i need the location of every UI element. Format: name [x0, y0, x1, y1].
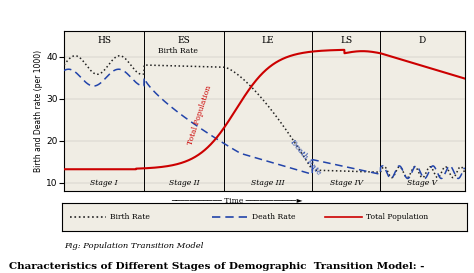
Text: Stage V: Stage V [407, 179, 438, 187]
Text: Characteristics of Different Stages of Demographic  Transition Model: -: Characteristics of Different Stages of D… [9, 262, 425, 271]
Text: LE: LE [262, 35, 274, 44]
Text: Total Population: Total Population [186, 85, 213, 146]
Text: Birth Rate: Birth Rate [158, 46, 198, 55]
Text: HS: HS [97, 35, 111, 44]
Text: LS: LS [340, 35, 353, 44]
Text: Stage II: Stage II [169, 179, 200, 187]
Text: ─────────── Time ───────────►: ─────────── Time ───────────► [171, 197, 303, 205]
Text: Stage I: Stage I [90, 179, 118, 187]
Text: Total Population: Total Population [365, 213, 428, 221]
Text: Fig: Population Transition Model: Fig: Population Transition Model [64, 242, 203, 250]
Text: ES: ES [178, 35, 191, 44]
Text: Birth Rate: Birth Rate [110, 213, 150, 221]
Text: Death Rate: Death Rate [252, 213, 296, 221]
Text: Stage III: Stage III [251, 179, 285, 187]
Text: D: D [419, 35, 426, 44]
Y-axis label: Birth and Death rate (per 1000): Birth and Death rate (per 1000) [35, 50, 44, 172]
Text: Death Rate: Death Rate [288, 139, 322, 177]
Text: Stage IV: Stage IV [330, 179, 363, 187]
